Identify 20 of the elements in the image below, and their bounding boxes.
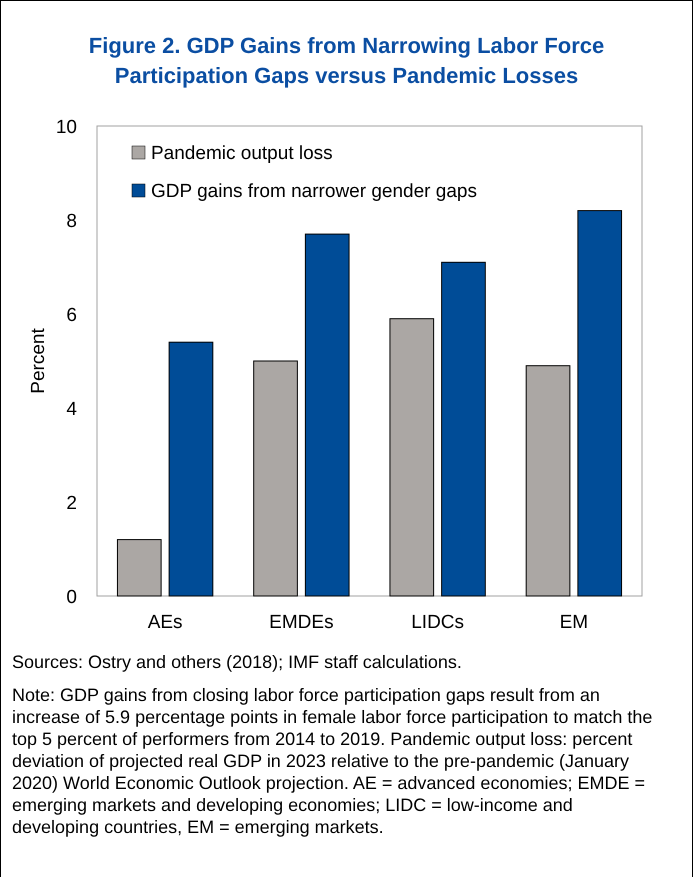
y-tick-label: 4 [66,399,78,420]
x-tick-label: EMDEs [269,612,334,633]
legend-label: Pandemic output loss [151,143,333,164]
y-tick-label: 8 [66,211,77,232]
chart-title: Figure 2. GDP Gains from Narrowing Labor Force Participation Gaps versus Pandemic Losses [88,33,604,88]
x-tick-label: LIDCs [411,612,464,633]
y-axis-title: Percent [28,328,49,394]
source-note: Sources: Ostry and others (2018); IMF staff calculations. [12,652,462,672]
bar [441,262,486,596]
text: Note: GDP gains from closing labor force participation gaps result from an increase of 5.9 percentage points in female labor force participation to match the top 5 percent of performers from 2014 to 2019. Pandemic output loss: percent deviation of projected real GDP in 2023 relative to the pre-pandemic (January 2020) World Economic Outlook projection. AE = advanced economies; EMDE = emerging markets and developing economies; LIDC = low-income and developing countries, EM = emerging markets. [12,685,652,837]
bar [577,210,622,596]
y-tick-label: 0 [66,587,77,608]
x-tick-label: EM [560,612,588,633]
y-tick-label: 10 [56,117,77,138]
bar [304,234,350,596]
bar [168,342,214,596]
x-tick-label: AEs [148,612,183,633]
y-tick-label: 2 [66,493,77,514]
y-tick-label: 6 [66,305,77,326]
legend-label: GDP gains from narrower gender gaps [151,181,477,202]
